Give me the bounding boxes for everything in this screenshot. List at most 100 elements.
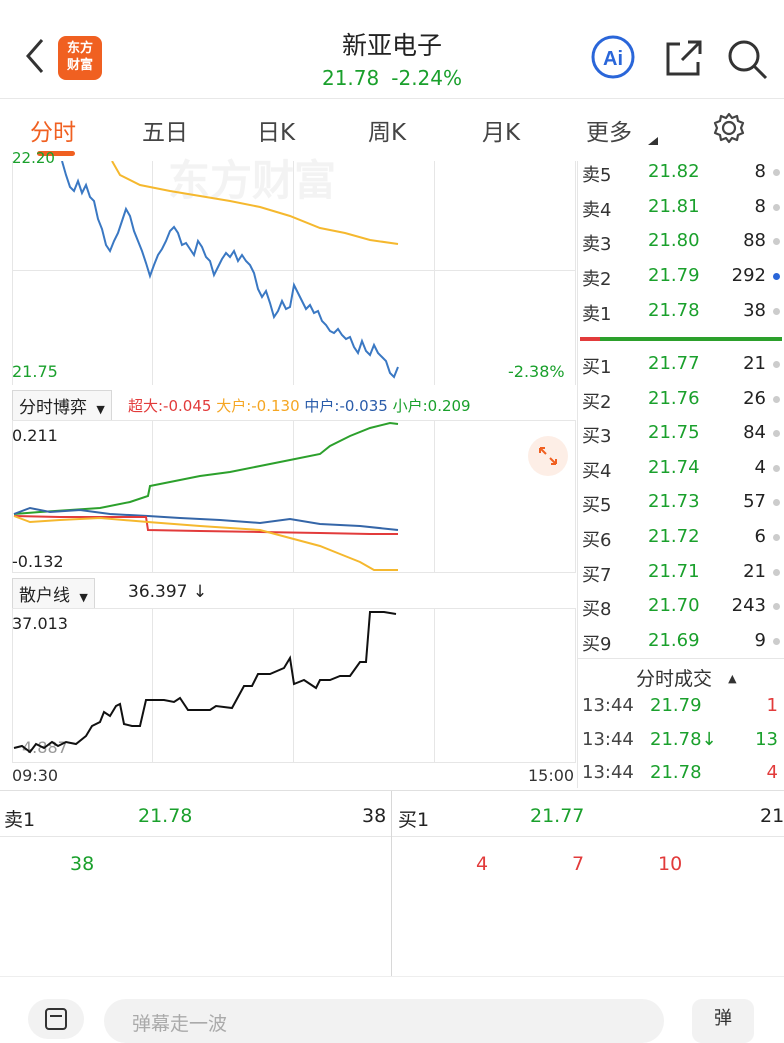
ask-volume: 292	[731, 265, 766, 286]
comment-input[interactable]: 弹幕走一波	[104, 999, 664, 1043]
danmu-toggle-button[interactable]: 弹	[692, 999, 754, 1043]
summary-bid-label: 买1	[398, 809, 430, 831]
tick-time: 13:44	[582, 762, 634, 783]
logo-line2: 财富	[66, 58, 93, 73]
more-caret-icon	[648, 137, 658, 145]
settings-gear-icon[interactable]	[712, 111, 746, 145]
bid-row[interactable]: 买4 21.74 4	[580, 451, 784, 485]
active-tab-indicator	[37, 151, 75, 156]
tab-weekly-k[interactable]: 周K	[368, 120, 407, 146]
bid-ask-ratio-bar-red	[580, 337, 600, 341]
stock-change-pct: -2.24%	[391, 66, 463, 90]
price-top-label: 22.20	[12, 149, 55, 167]
summary-bid-price: 21.77	[530, 805, 585, 827]
bid-queue-item: 7	[572, 853, 585, 875]
bid-volume: 6	[754, 526, 766, 547]
tab-monthly-k[interactable]: 月K	[482, 120, 521, 146]
svg-text:Ai: Ai	[603, 48, 623, 70]
ask-row[interactable]: 卖3 21.80 88	[580, 224, 784, 258]
legend-small: 小户:0.209	[392, 397, 471, 415]
back-arrow-icon[interactable]	[22, 36, 52, 76]
comment-placeholder: 弹幕走一波	[132, 1013, 228, 1035]
indicator-dot	[773, 204, 780, 211]
bid-label: 买1	[582, 357, 612, 378]
search-icon[interactable]	[724, 36, 770, 82]
bid-volume: 26	[743, 388, 766, 409]
ask-row[interactable]: 卖4 21.81 8	[580, 190, 784, 224]
price-low-pct-label: -2.38%	[508, 362, 565, 381]
bid-row[interactable]: 买2 21.76 26	[580, 382, 784, 416]
bid-row[interactable]: 买5 21.73 57	[580, 485, 784, 519]
summary-ask-price: 21.78	[138, 805, 193, 827]
game-max-label: 0.211	[12, 426, 58, 445]
bid-volume: 21	[743, 353, 766, 374]
ask-row[interactable]: 卖5 21.82 8	[580, 155, 784, 189]
tick-volume: 13	[755, 729, 778, 750]
tick-row: 13:44 21.78 4	[580, 757, 784, 790]
panel-divider	[577, 161, 578, 788]
tick-row: 13:44 21.79 1	[580, 690, 784, 723]
bid-label: 买8	[582, 599, 612, 620]
tab-five-day[interactable]: 五日	[142, 120, 188, 146]
bid-row[interactable]: 买7 21.71 21	[580, 555, 784, 589]
bid-price: 21.75	[648, 422, 700, 443]
app-logo[interactable]: 东方 财富	[58, 36, 102, 80]
bid-label: 买5	[582, 495, 612, 516]
price-low-label: 21.75	[12, 362, 58, 381]
bid-price: 21.70	[648, 595, 700, 616]
retail-max-label: 37.013	[12, 614, 68, 633]
ask-price: 21.78	[648, 300, 700, 321]
ask-row[interactable]: 卖1 21.78 38	[580, 294, 784, 328]
tick-volume: 1	[766, 695, 778, 716]
bid-volume: 243	[731, 595, 766, 616]
indicator-dot	[773, 430, 780, 437]
super-line	[13, 515, 398, 535]
ticks-title[interactable]: 分时成交 ▲	[636, 664, 737, 691]
bid-row[interactable]: 买6 21.72 6	[580, 520, 784, 554]
ask-label: 卖5	[582, 165, 612, 186]
stock-quote: 21.78 -2.24%	[0, 66, 784, 90]
logo-line1: 东方	[66, 41, 93, 56]
tick-price: 21.78	[650, 762, 702, 783]
indicator-dot	[773, 569, 780, 576]
bid-price: 21.69	[648, 630, 700, 651]
expand-chart-button[interactable]	[528, 436, 568, 476]
ai-assistant-icon[interactable]: Ai	[590, 34, 636, 80]
summary-vertical-divider	[391, 791, 392, 977]
bid-price: 21.74	[648, 457, 700, 478]
bid-row[interactable]: 买1 21.77 21	[580, 347, 784, 381]
bid-row[interactable]: 买8 21.70 243	[580, 589, 784, 623]
game-legend: 超大:-0.045 大户:-0.130 中户:-0.035 小户:0.209	[128, 395, 471, 416]
indicator-dot	[773, 499, 780, 506]
period-tabs: 分时 五日 日K 周K 月K 更多	[0, 99, 784, 161]
bid-price: 21.73	[648, 491, 700, 512]
legend-large: 大户:-0.130	[216, 397, 300, 415]
ask-row[interactable]: 卖2 21.79 292	[580, 259, 784, 293]
tab-intraday[interactable]: 分时	[30, 120, 76, 146]
bid-row[interactable]: 买9 21.69 9	[580, 624, 784, 658]
divider	[578, 658, 784, 659]
bid-queue-item: 10	[658, 853, 683, 875]
bid-price: 21.72	[648, 526, 700, 547]
ask-label: 卖4	[582, 200, 612, 221]
retail-line-chart	[13, 611, 397, 754]
ask-label: 卖1	[582, 304, 612, 325]
tab-more[interactable]: 更多	[586, 120, 632, 146]
bid-label: 买3	[582, 426, 612, 447]
share-icon[interactable]	[662, 36, 706, 80]
ask-price: 21.82	[648, 161, 700, 182]
tab-daily-k[interactable]: 日K	[257, 120, 296, 146]
tick-price: 21.79	[650, 695, 702, 716]
comment-list-button[interactable]	[28, 999, 84, 1039]
bid-row[interactable]: 买3 21.75 84	[580, 416, 784, 450]
stock-price: 21.78	[321, 66, 380, 90]
intraday-price-chart[interactable]: 东方财富 22.20 21.75 -2.38%	[0, 149, 578, 385]
bid-label: 买7	[582, 565, 612, 586]
game-selector[interactable]: 分时博弈 ▼	[12, 390, 112, 421]
retail-line-panel: 散户线 ▼ 36.397 ↓ 37.013 4.887 09:30 15:00	[0, 576, 578, 788]
dropdown-caret-icon: ▼	[96, 403, 105, 416]
summary-ask-volume: 38	[362, 805, 387, 827]
legend-medium: 中户:-0.035	[304, 397, 388, 415]
retail-selector[interactable]: 散户线 ▼	[12, 578, 95, 609]
large-line	[13, 515, 398, 571]
